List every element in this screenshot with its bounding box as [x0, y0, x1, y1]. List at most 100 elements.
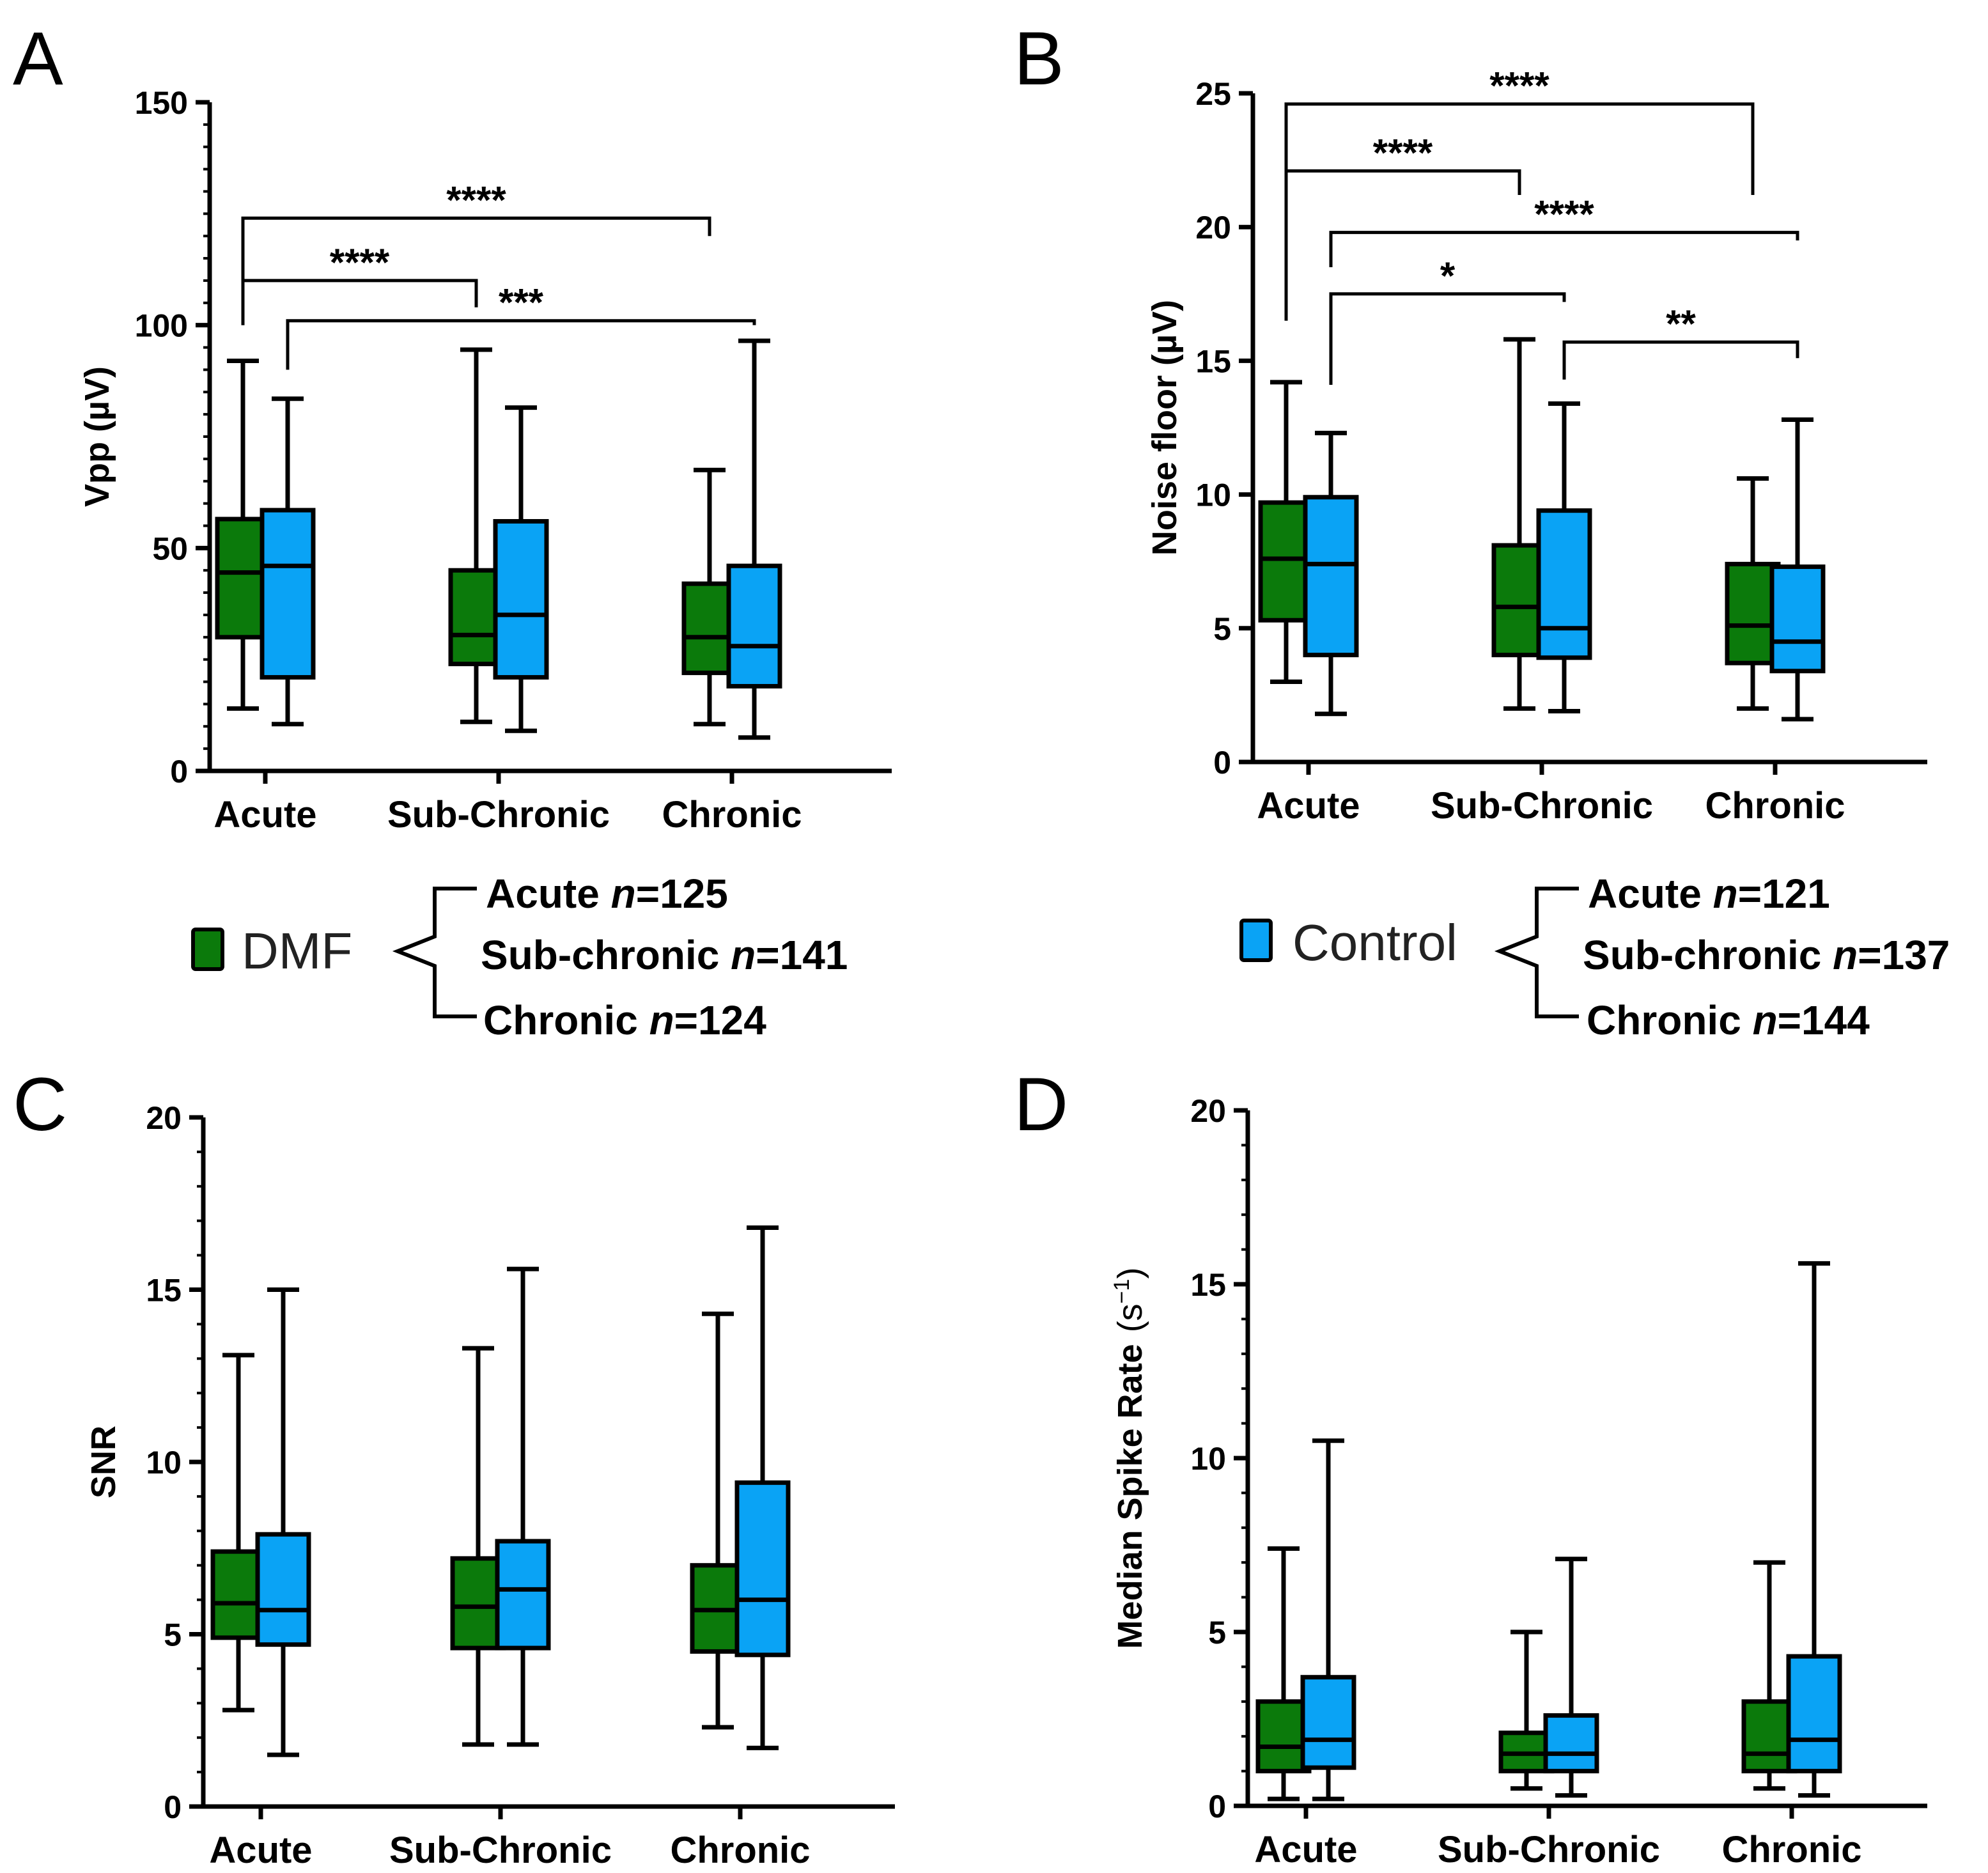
box-iqr: [1543, 1713, 1599, 1774]
y-axis-label-text: Noise floor (µV): [1145, 300, 1184, 556]
panel-b: B 0 5 10 15 20 25 Acute Sub-Chronic Chronic Noise …: [1014, 17, 1927, 827]
significance-bracket: [1284, 169, 1521, 321]
y-tick-label: 100: [135, 308, 188, 344]
y-axis-label: Vpp (µV): [78, 366, 116, 507]
y-tick-label: 20: [146, 1100, 182, 1136]
panel-c: C 0 5 10 15 20 Acute Sub-Chronic Chronic SNR: [13, 1062, 895, 1871]
box-iqr: [1536, 508, 1592, 660]
box-control-acute: [1300, 1438, 1356, 1801]
y-axis-label-text: Median Spike Rate: [1111, 1344, 1149, 1649]
significance-label: *: [1440, 254, 1456, 297]
y-tick-label: 50: [152, 531, 188, 566]
y-axis-unit: (s: [1111, 1303, 1149, 1332]
x-category-label: Sub-Chronic: [389, 1830, 612, 1871]
box-control-acute: [260, 396, 316, 727]
x-category-label: Sub-Chronic: [1431, 785, 1653, 827]
significance-label: ****: [446, 178, 506, 221]
y-tick-label: 150: [135, 85, 188, 121]
panel-a: A 0 50 100 150 Acute Sub-Chronic Chronic Vpp (µV…: [13, 17, 892, 835]
legend-entry-control-subchronic: Sub-chronic n=137: [1583, 932, 1950, 978]
panel-letter: A: [13, 17, 63, 101]
y-tick-label: 25: [1195, 76, 1231, 112]
panel-letter: B: [1014, 17, 1064, 101]
legend-dmf: DMF Acute n=125 Sub-chronic n=141 Chroni…: [191, 871, 848, 1043]
y-axis-label: SNR: [84, 1426, 123, 1498]
significance-bracket: [1329, 292, 1566, 385]
x-category-label: Chronic: [1705, 785, 1845, 827]
y-axis-label: Noise floor (µV): [1145, 300, 1184, 556]
legend-brace-dmf: [392, 887, 477, 1018]
box-control-sub-chronic: [493, 405, 549, 733]
legend-label-control: Control: [1293, 914, 1457, 971]
box-dmf-chronic: [1725, 476, 1781, 711]
box-iqr: [734, 1480, 791, 1658]
y-tick-label: 0: [164, 1789, 182, 1825]
box-iqr: [495, 1539, 551, 1651]
box-control-chronic: [734, 1225, 791, 1750]
box-control-sub-chronic: [1536, 401, 1592, 714]
box-iqr: [493, 518, 549, 680]
y-axis-label: Median Spike Rate (s−1): [1110, 1268, 1149, 1649]
significance-label: ****: [330, 241, 390, 284]
y-tick-label: 5: [1213, 611, 1231, 647]
box-iqr: [255, 1532, 311, 1647]
legend-entry-dmf-subchronic: Sub-chronic n=141: [481, 932, 848, 978]
legend-swatch-control: [1239, 919, 1273, 962]
significance-bracket: [1284, 102, 1755, 321]
box-iqr: [1300, 1675, 1356, 1770]
box-control-acute: [255, 1287, 311, 1757]
box-iqr: [726, 563, 782, 689]
y-tick-label: 15: [1190, 1267, 1226, 1303]
significance-label: ****: [1373, 131, 1433, 174]
y-tick-label: 0: [1213, 745, 1231, 781]
significance-label: ***: [499, 281, 544, 324]
y-axis-unit-close: ): [1111, 1268, 1149, 1279]
x-category-label: Sub-Chronic: [387, 794, 610, 835]
legend-label-dmf: DMF: [242, 922, 352, 979]
box-iqr: [1303, 495, 1359, 658]
y-tick-label: 15: [1195, 343, 1231, 379]
y-tick-label: 10: [1195, 478, 1231, 513]
significance-bracket: [1329, 231, 1799, 267]
x-category-label: Chronic: [670, 1830, 810, 1871]
legend-entry-dmf-chronic: Chronic n=124: [483, 997, 766, 1043]
y-tick-label: 20: [1190, 1093, 1226, 1129]
x-category-label: Acute: [214, 794, 316, 835]
y-tick-label: 20: [1195, 210, 1231, 245]
panel-d: D 0 5 10 15 20 Acute Sub-Chronic Chronic Median S…: [1014, 1062, 1927, 1870]
y-tick-label: 10: [146, 1445, 182, 1481]
y-tick-label: 15: [146, 1273, 182, 1309]
significance-bracket: [241, 279, 478, 325]
y-tick-label: 0: [1208, 1789, 1226, 1824]
y-tick-label: 5: [1208, 1615, 1226, 1651]
legend-swatch-dmf: [191, 928, 224, 971]
x-category-label: Acute: [209, 1830, 312, 1871]
x-category-label: Acute: [1254, 1829, 1357, 1870]
significance-label: **: [1666, 302, 1696, 345]
panel-letter: D: [1014, 1062, 1068, 1147]
box-control-chronic: [726, 338, 782, 740]
y-tick-label: 5: [164, 1617, 182, 1653]
panel-letter: C: [13, 1062, 67, 1147]
x-category-label: Sub-Chronic: [1438, 1829, 1660, 1870]
y-axis-label-text: SNR: [84, 1426, 123, 1498]
box-iqr: [1786, 1654, 1842, 1774]
significance-label: ****: [1534, 193, 1594, 236]
box-control-sub-chronic: [1543, 1557, 1599, 1798]
y-tick-label: 10: [1190, 1441, 1226, 1477]
box-iqr: [1769, 564, 1826, 674]
box-iqr: [260, 508, 316, 680]
y-tick-label: 0: [170, 754, 188, 789]
significance-label: ****: [1489, 65, 1549, 107]
y-axis-unit-sup: −1: [1110, 1279, 1134, 1304]
x-category-label: Chronic: [1721, 1829, 1861, 1870]
legend-entry-control-acute: Acute n=121: [1588, 871, 1830, 917]
box-control-acute: [1303, 430, 1359, 717]
x-category-label: Chronic: [662, 794, 802, 835]
significance-bracket: [1562, 340, 1799, 380]
legend-control: Control Acute n=121 Sub-chronic n=137 Ch…: [1239, 871, 1950, 1043]
significance-bracket: [286, 319, 756, 370]
y-axis-label-text: Vpp (µV): [78, 366, 116, 507]
